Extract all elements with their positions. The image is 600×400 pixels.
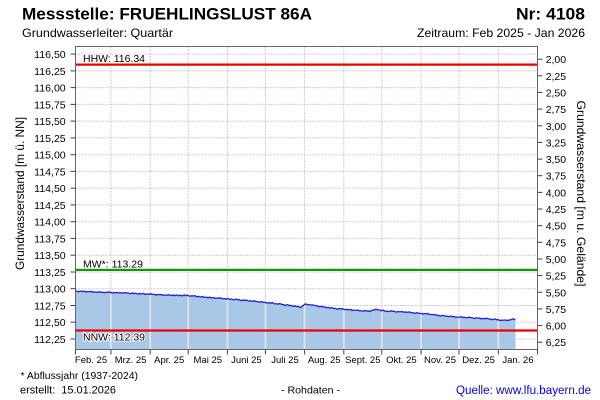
svg-text:3,50: 3,50 [546,154,567,166]
svg-text:erstellt: 15.01.2026: erstellt: 15.01.2026 [20,384,116,396]
svg-text:* Abflussjahr (1937-2024): * Abflussjahr (1937-2024) [21,371,139,382]
svg-text:6,00: 6,00 [546,321,567,333]
svg-text:Okt. 25: Okt. 25 [386,355,417,366]
svg-text:114,75: 114,75 [34,166,66,178]
svg-text:113,00: 113,00 [34,284,66,296]
svg-text:5,75: 5,75 [546,304,567,316]
svg-text:114,50: 114,50 [34,183,66,195]
svg-text:3,75: 3,75 [546,171,567,183]
svg-text:Aug. 25: Aug. 25 [308,355,341,366]
svg-text:NNW: 112.39: NNW: 112.39 [83,331,145,343]
svg-text:112,50: 112,50 [34,317,66,329]
svg-text:3,25: 3,25 [546,137,567,149]
svg-text:Juni 25: Juni 25 [231,355,262,366]
svg-text:112,75: 112,75 [34,301,66,313]
svg-text:3,00: 3,00 [546,121,567,133]
svg-text:Grundwasserstand [m u. Gelände: Grundwasserstand [m u. Gelände] [574,101,588,287]
svg-text:Messstelle: FRUEHLINGSLUST 86A: Messstelle: FRUEHLINGSLUST 86A [22,4,312,23]
svg-text:Zeitraum: Feb 2025 - Jan 2026: Zeitraum: Feb 2025 - Jan 2026 [417,26,585,40]
svg-text:115,00: 115,00 [34,150,66,162]
svg-text:4,75: 4,75 [546,237,567,249]
svg-text:5,25: 5,25 [546,271,567,283]
svg-text:113,50: 113,50 [34,250,66,262]
svg-text:2,00: 2,00 [546,54,567,66]
svg-text:HHW: 116.34: HHW: 116.34 [83,53,145,65]
svg-text:2,50: 2,50 [546,88,567,100]
svg-text:2,75: 2,75 [546,104,567,116]
svg-text:115,50: 115,50 [34,116,66,128]
svg-text:5,00: 5,00 [546,254,567,266]
svg-text:4,50: 4,50 [546,221,567,233]
svg-text:4,25: 4,25 [546,204,567,216]
svg-text:Quelle: www.lfu.bayern.de: Quelle: www.lfu.bayern.de [456,385,591,397]
svg-text:Sept. 25: Sept. 25 [345,355,380,366]
svg-text:6,25: 6,25 [546,337,567,349]
svg-text:Jan. 26: Jan. 26 [502,355,533,366]
svg-text:5,50: 5,50 [546,287,567,299]
svg-text:2,25: 2,25 [546,71,567,83]
svg-text:112,25: 112,25 [34,334,66,346]
svg-text:Apr. 25: Apr. 25 [154,355,184,366]
svg-text:Mrz. 25: Mrz. 25 [115,355,147,366]
svg-text:116,50: 116,50 [34,49,66,61]
svg-text:Nr: 4108: Nr: 4108 [516,4,585,23]
svg-text:Feb. 25: Feb. 25 [75,355,107,366]
svg-text:113,75: 113,75 [34,233,66,245]
svg-text:113,25: 113,25 [34,267,66,279]
svg-text:116,00: 116,00 [34,83,66,95]
svg-text:115,25: 115,25 [34,133,66,145]
svg-text:Dez. 25: Dez. 25 [462,355,495,366]
svg-text:116,25: 116,25 [34,66,66,78]
svg-text:4,00: 4,00 [546,187,567,199]
svg-text:114,25: 114,25 [34,200,66,212]
svg-text:MW*: 113.29: MW*: 113.29 [83,258,143,270]
svg-text:Grundwasserleiter: Quartär: Grundwasserleiter: Quartär [22,26,173,40]
svg-text:Nov. 25: Nov. 25 [424,355,456,366]
svg-text:Grundwasserstand [m ü. NN]: Grundwasserstand [m ü. NN] [13,117,27,270]
svg-text:115,75: 115,75 [34,99,66,111]
svg-text:114,00: 114,00 [34,217,66,229]
svg-text:Mai 25: Mai 25 [194,355,223,366]
svg-text:Juli 25: Juli 25 [271,355,298,366]
svg-text:- Rohdaten -: - Rohdaten - [281,385,340,397]
